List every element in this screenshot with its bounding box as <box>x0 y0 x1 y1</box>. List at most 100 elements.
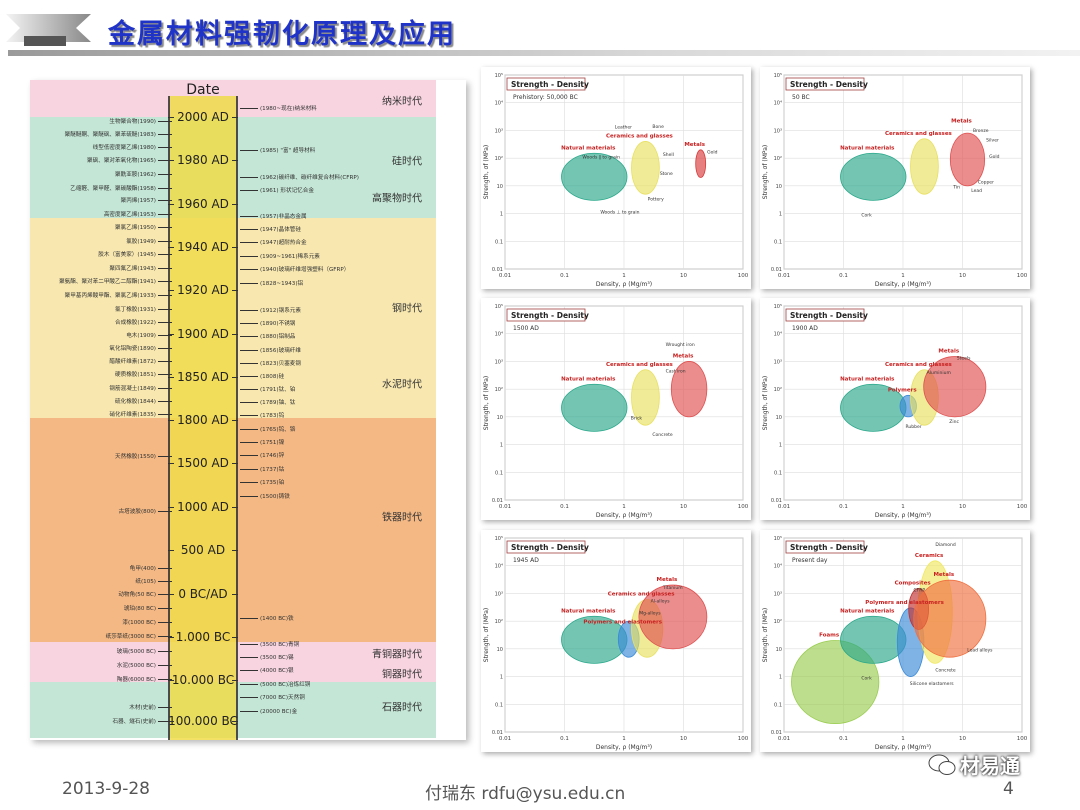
left-event: 生物聚合物(1990) <box>109 119 172 125</box>
region-label: Metals <box>657 577 678 583</box>
x-tick-label: 10 <box>959 273 966 279</box>
region-label: Metals <box>938 349 959 355</box>
footer-date: 2013-9-28 <box>62 779 150 799</box>
left-event: 聚甲基丙烯酸甲酯、聚氯乙烯(1933) <box>64 293 173 299</box>
material-region <box>949 132 986 187</box>
right-event: (1880)铝制品 <box>239 334 296 340</box>
material-region <box>910 138 939 195</box>
chart-subtitle: 1500 AD <box>513 325 539 332</box>
right-event: (1980~现在)纳米材料 <box>240 106 317 112</box>
chart-svg: 0.01 0.1 1 10 100 0.01 0.1 1 10 10² 10³ 10⁴ 10⁵ Densi… <box>762 304 1028 519</box>
x-tick-label: 100 <box>738 504 749 510</box>
x-tick-label: 0.1 <box>560 736 569 742</box>
material-label: Diamond <box>935 542 955 548</box>
left-event: 天然橡胶(1550) <box>115 454 172 460</box>
x-tick-label: 0.01 <box>778 736 790 742</box>
y-tick-label: 1 <box>779 443 782 449</box>
x-tick-label: 100 <box>738 273 749 279</box>
chart-subtitle: Prehistory: 50,000 BC <box>513 94 578 101</box>
title-divider <box>8 50 1080 56</box>
y-tick-label: 10⁵ <box>495 73 503 79</box>
material-label: Aluminium <box>927 370 951 376</box>
left-event: 乙缩醛、聚甲醛、聚碳酸酯(1958) <box>70 186 172 192</box>
wechat-icon <box>928 754 956 775</box>
region-label: Ceramics and glasses <box>606 133 674 139</box>
region-label: Metals <box>684 142 705 148</box>
material-label: Copper <box>978 180 994 186</box>
right-event: (1808)硅 <box>239 374 285 380</box>
x-tick-label: 0.01 <box>778 273 790 279</box>
left-event: 水泥(5000 BC) <box>116 663 173 669</box>
era-label: 高聚物时代 <box>372 193 422 205</box>
left-event: 纸莎草纸(3000 BC) <box>105 634 173 640</box>
material-label: Wrought iron <box>666 342 695 348</box>
left-event: 胶木（富美家）(1945) <box>98 252 172 258</box>
chart-subtitle: 1900 AD <box>792 325 818 332</box>
y-tick-label: 10⁵ <box>774 73 782 79</box>
left-event: 聚四氟乙烯(1943) <box>109 266 172 272</box>
y-tick-label: 10² <box>774 619 782 625</box>
y-tick-label: 0.01 <box>771 267 782 273</box>
y-tick-label: 0.01 <box>771 730 782 736</box>
right-event: (5000 BC)冶炼红铜 <box>239 682 311 688</box>
material-label: Lead alloys <box>967 648 993 654</box>
region-label: Polymers and elastomers <box>583 620 662 626</box>
date-tick: 1800 AD <box>168 413 238 427</box>
date-tick: 2000 AD <box>168 110 238 124</box>
y-tick-label: 10⁵ <box>495 304 503 310</box>
left-event: 聚酰亚胺(1962) <box>115 172 172 178</box>
right-event: (1783)钨 <box>239 413 285 419</box>
chart-subtitle: 1945 AD <box>513 557 539 564</box>
y-tick-label: 0.1 <box>495 239 503 245</box>
material-label: Tin <box>952 185 960 191</box>
left-event: 氧化铝陶瓷(1890) <box>109 346 172 352</box>
left-event: 硫化橡胶(1844) <box>115 399 172 405</box>
date-tick: 500 AD <box>168 543 238 557</box>
x-tick-label: 10 <box>959 736 966 742</box>
date-tick: 1900 AD <box>168 327 238 341</box>
x-tick-label: 1 <box>901 504 905 510</box>
y-tick-label: 10³ <box>495 128 503 134</box>
left-event: 琥珀(80 BC) <box>123 606 173 612</box>
y-tick-label: 10³ <box>495 591 503 597</box>
left-event: 聚砜、聚对苯氧化物(1965) <box>87 158 172 164</box>
left-event: 古塔波胶(800) <box>118 509 173 515</box>
material-label: Gold <box>707 149 717 155</box>
material-region <box>561 383 628 432</box>
y-tick-label: 10⁴ <box>495 101 503 107</box>
chart-title: Strength - Density <box>511 543 589 552</box>
region-label: Metals <box>673 353 694 359</box>
region-label: Natural materials <box>840 376 895 382</box>
right-event: (1737)钴 <box>239 467 285 473</box>
y-tick-label: 0.01 <box>492 730 503 736</box>
y-tick-label: 10⁴ <box>774 101 782 107</box>
chart-title-box <box>506 308 586 322</box>
region-label: Natural materials <box>840 608 895 614</box>
left-event: 陶器(6000 BC) <box>116 677 173 683</box>
y-tick-label: 10³ <box>774 128 782 134</box>
material-region <box>638 584 708 650</box>
strength-density-chart: 0.01 0.1 1 10 100 0.01 0.1 1 10 10² 10³ 10⁴ 10⁵ Densi… <box>760 298 1030 520</box>
material-label: Zinc <box>949 419 959 425</box>
chart-svg: 0.01 0.1 1 10 100 0.01 0.1 1 10 10² 10³ 10⁴ 10⁵ Densi… <box>483 536 749 751</box>
left-event: 硝化纤维素(1835) <box>109 412 172 418</box>
x-tick-label: 0.01 <box>499 273 511 279</box>
material-label: Titanium <box>662 585 683 591</box>
material-region <box>670 361 708 418</box>
material-label: Shell <box>663 152 674 158</box>
chart-title-box <box>785 308 865 322</box>
chart-title: Strength - Density <box>511 80 589 89</box>
chart-svg: 0.01 0.1 1 10 100 0.01 0.1 1 10 10² 10³ 10⁴ 10⁵ Densi… <box>483 304 749 519</box>
chart-svg: 0.01 0.1 1 10 100 0.01 0.1 1 10 10² 10³ 10⁴ 10⁵ Densi… <box>762 73 1028 288</box>
right-event: (7000 BC)天然铜 <box>240 695 305 701</box>
x-axis-label: Density, ρ (Mg/m³) <box>875 744 931 751</box>
left-event: 合成橡胶(1922) <box>115 320 172 326</box>
era-label: 硅时代 <box>392 156 422 168</box>
left-event: 氯胶(1949) <box>126 239 172 245</box>
right-event: (1751)镍 <box>239 440 285 446</box>
right-event: (1789)铀、钛 <box>239 400 296 406</box>
material-label: Woods ∥ to grain <box>582 154 620 160</box>
y-tick-label: 0.1 <box>774 702 782 708</box>
left-event: 聚氨酯、聚对苯二甲酸乙二醇酯(1941) <box>59 279 172 285</box>
right-event: (4000 BC)银 <box>240 668 294 674</box>
